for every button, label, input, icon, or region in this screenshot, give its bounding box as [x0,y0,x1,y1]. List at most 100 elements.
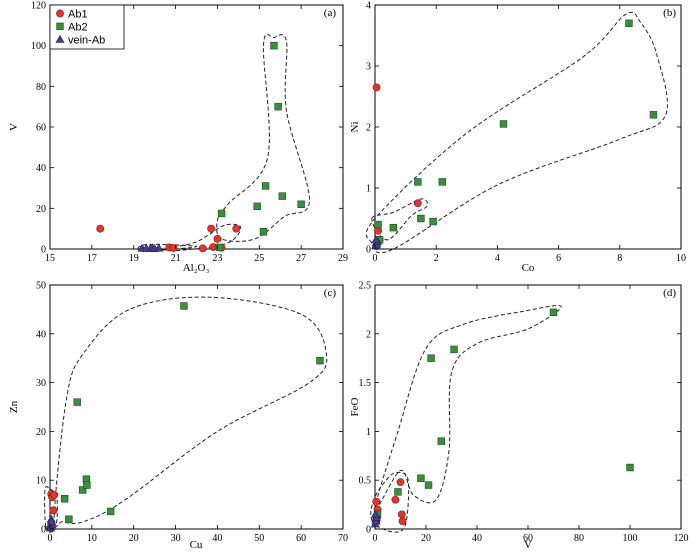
panel-a-ytick-label: 60 [36,123,46,134]
panel-d-ticks: 0 20 40 60 80 100 120 0 0.5 1 1.5 2 2.5 [359,281,689,545]
panel-a-point-ab2 [215,243,224,252]
panel-c-point-ab2 [73,398,81,406]
panel-b-point-ab1 [372,83,381,92]
panel-b-xtick-label: 2 [434,253,439,264]
panel-a-point-ab2 [217,209,226,218]
panel-c-xtick-label: 40 [212,533,222,544]
panel-d-frame [374,284,682,530]
panel-b-xtick-label: 8 [617,253,622,264]
panel-a-point-ab2 [278,192,287,200]
panel-b-point-ab2 [649,111,658,119]
panel-d-point-ab2 [424,481,433,489]
panel-c-ytick-label: 50 [36,281,46,292]
panel-c-xtick-label: 70 [338,533,348,544]
legend: Ab1 Ab2 vein-Ab [49,4,125,50]
panel-b-points [371,19,658,250]
panel-b-xlabel: Co [522,262,535,274]
panel-a-point-ab2 [270,41,278,50]
panel-d-point-ab1 [396,478,405,487]
panel-a-xtick-label: 19 [129,253,139,264]
panel-d-envelope-0 [370,471,410,533]
panel-a-point-ab2 [274,102,282,111]
panel-c-xtick-label: 0 [48,533,53,544]
panel-d-xtick-label: 120 [674,533,689,544]
panel-c-xlabel: Cu [190,539,203,551]
panel-b-ticks: 0 2 4 6 8 10 0 1 2 3 4 [366,1,686,265]
legend-label-ab2: Ab2 [68,22,88,34]
panel-a-label: (a) [324,7,337,19]
panel-d-ytick-label: 1 [366,427,371,438]
panel-b-envelopes [365,11,668,254]
legend-marker-vein-ab [55,34,65,43]
panel-a-xtick-label: 15 [45,253,55,264]
panel-b-ytick-label: 0 [366,245,371,256]
panel-b-point-ab1 [413,199,422,208]
panel-a-ytick-label: 0 [41,245,46,256]
panel-b-xtick-label: 6 [556,253,561,264]
panel-c-envelopes [44,296,328,533]
panel-d-ytick-label: 0.5 [359,476,372,487]
panel-d-xtick-label: 40 [472,533,482,544]
panel-c-xtick-label: 60 [296,533,306,544]
panel-b-xtick-label: 4 [495,253,500,264]
panel-a-envelope-2 [216,33,311,242]
panel-b-point-ab2 [374,220,382,229]
panel-b-point-ab2 [499,120,508,128]
panel-b-point-ab2 [625,19,633,27]
panel-a-envelope-1 [165,223,242,252]
panel-d-point-ab1 [391,495,400,504]
panel-d-point-ab2 [626,463,634,472]
panel-d: 0 20 40 60 80 100 120 0 0.5 1 1.5 2 2.5 (d) V FeO [349,281,689,552]
panel-c-ylabel: Zn [8,400,20,413]
panel-b-envelope-1 [365,11,668,254]
panel-b-label: (b) [663,7,676,19]
panel-a-point-ab1 [198,244,207,253]
panel-d-ytick-label: 2 [366,329,371,340]
panel-c-point-ab2 [106,507,115,516]
panel-c-ytick-label: 20 [36,427,46,438]
panel-b-ylabel: Ni [349,122,361,133]
panel-c-frame [49,284,344,530]
panel-c-point-ab2 [316,356,324,365]
panel-a-ytick-label: 120 [31,1,46,12]
panel-a-xlabel: Al₂O₃ [183,262,210,274]
panel-d-point-ab2 [450,345,458,354]
panel-d-xtick-label: 80 [574,533,584,544]
panel-a-point-ab1 [232,224,241,233]
panel-b-ytick-label: 3 [366,62,371,73]
panel-b-point-ab2 [389,223,398,232]
panel-d-point-ab2 [549,308,558,317]
panel-a-point-ab1 [209,243,218,251]
panel-d-point-vein-ab [370,509,381,518]
panel-b-ytick-label: 1 [366,184,371,195]
panel-b-point-vein-ab [371,235,381,244]
panel-a-ytick-label: 20 [36,204,46,215]
panel-c-point-ab2 [83,481,91,489]
panel-c-point-ab2 [78,486,87,494]
panel-b-frame [374,4,682,250]
panel-d-point-ab2 [437,437,445,445]
panel-c-point-ab2 [60,495,69,503]
panel-d-point-ab2 [427,354,435,362]
panel-d-xtick-label: 0 [373,533,378,544]
panel-d-point-ab2 [417,474,425,482]
panel-c-point-ab2 [180,302,188,310]
panel-a-point-ab2 [261,182,270,190]
panel-d-ytick-label: 0 [366,525,371,536]
panel-d-envelope-1 [374,305,562,511]
panel-a-xtick-label: 21 [171,253,181,264]
legend-label-ab1: Ab1 [68,9,88,21]
panel-b: 0 2 4 6 8 10 0 1 2 3 4 (b) Co Ni [349,1,686,275]
legend-marker-ab1 [56,9,64,18]
panel-c-points [45,302,324,532]
panel-d-point-vein-ab [371,516,381,525]
panel-d-xlabel: V [524,539,532,551]
panel-a-ytick-label: 40 [36,163,46,174]
panel-a-xtick-label: 27 [296,253,306,264]
panel-a-point-ab1 [213,234,222,243]
panel-c-xtick-label: 30 [171,533,181,544]
legend-marker-ab2 [56,22,64,31]
panel-b-point-ab2 [429,217,437,226]
panel-b-ytick-label: 4 [366,1,371,12]
